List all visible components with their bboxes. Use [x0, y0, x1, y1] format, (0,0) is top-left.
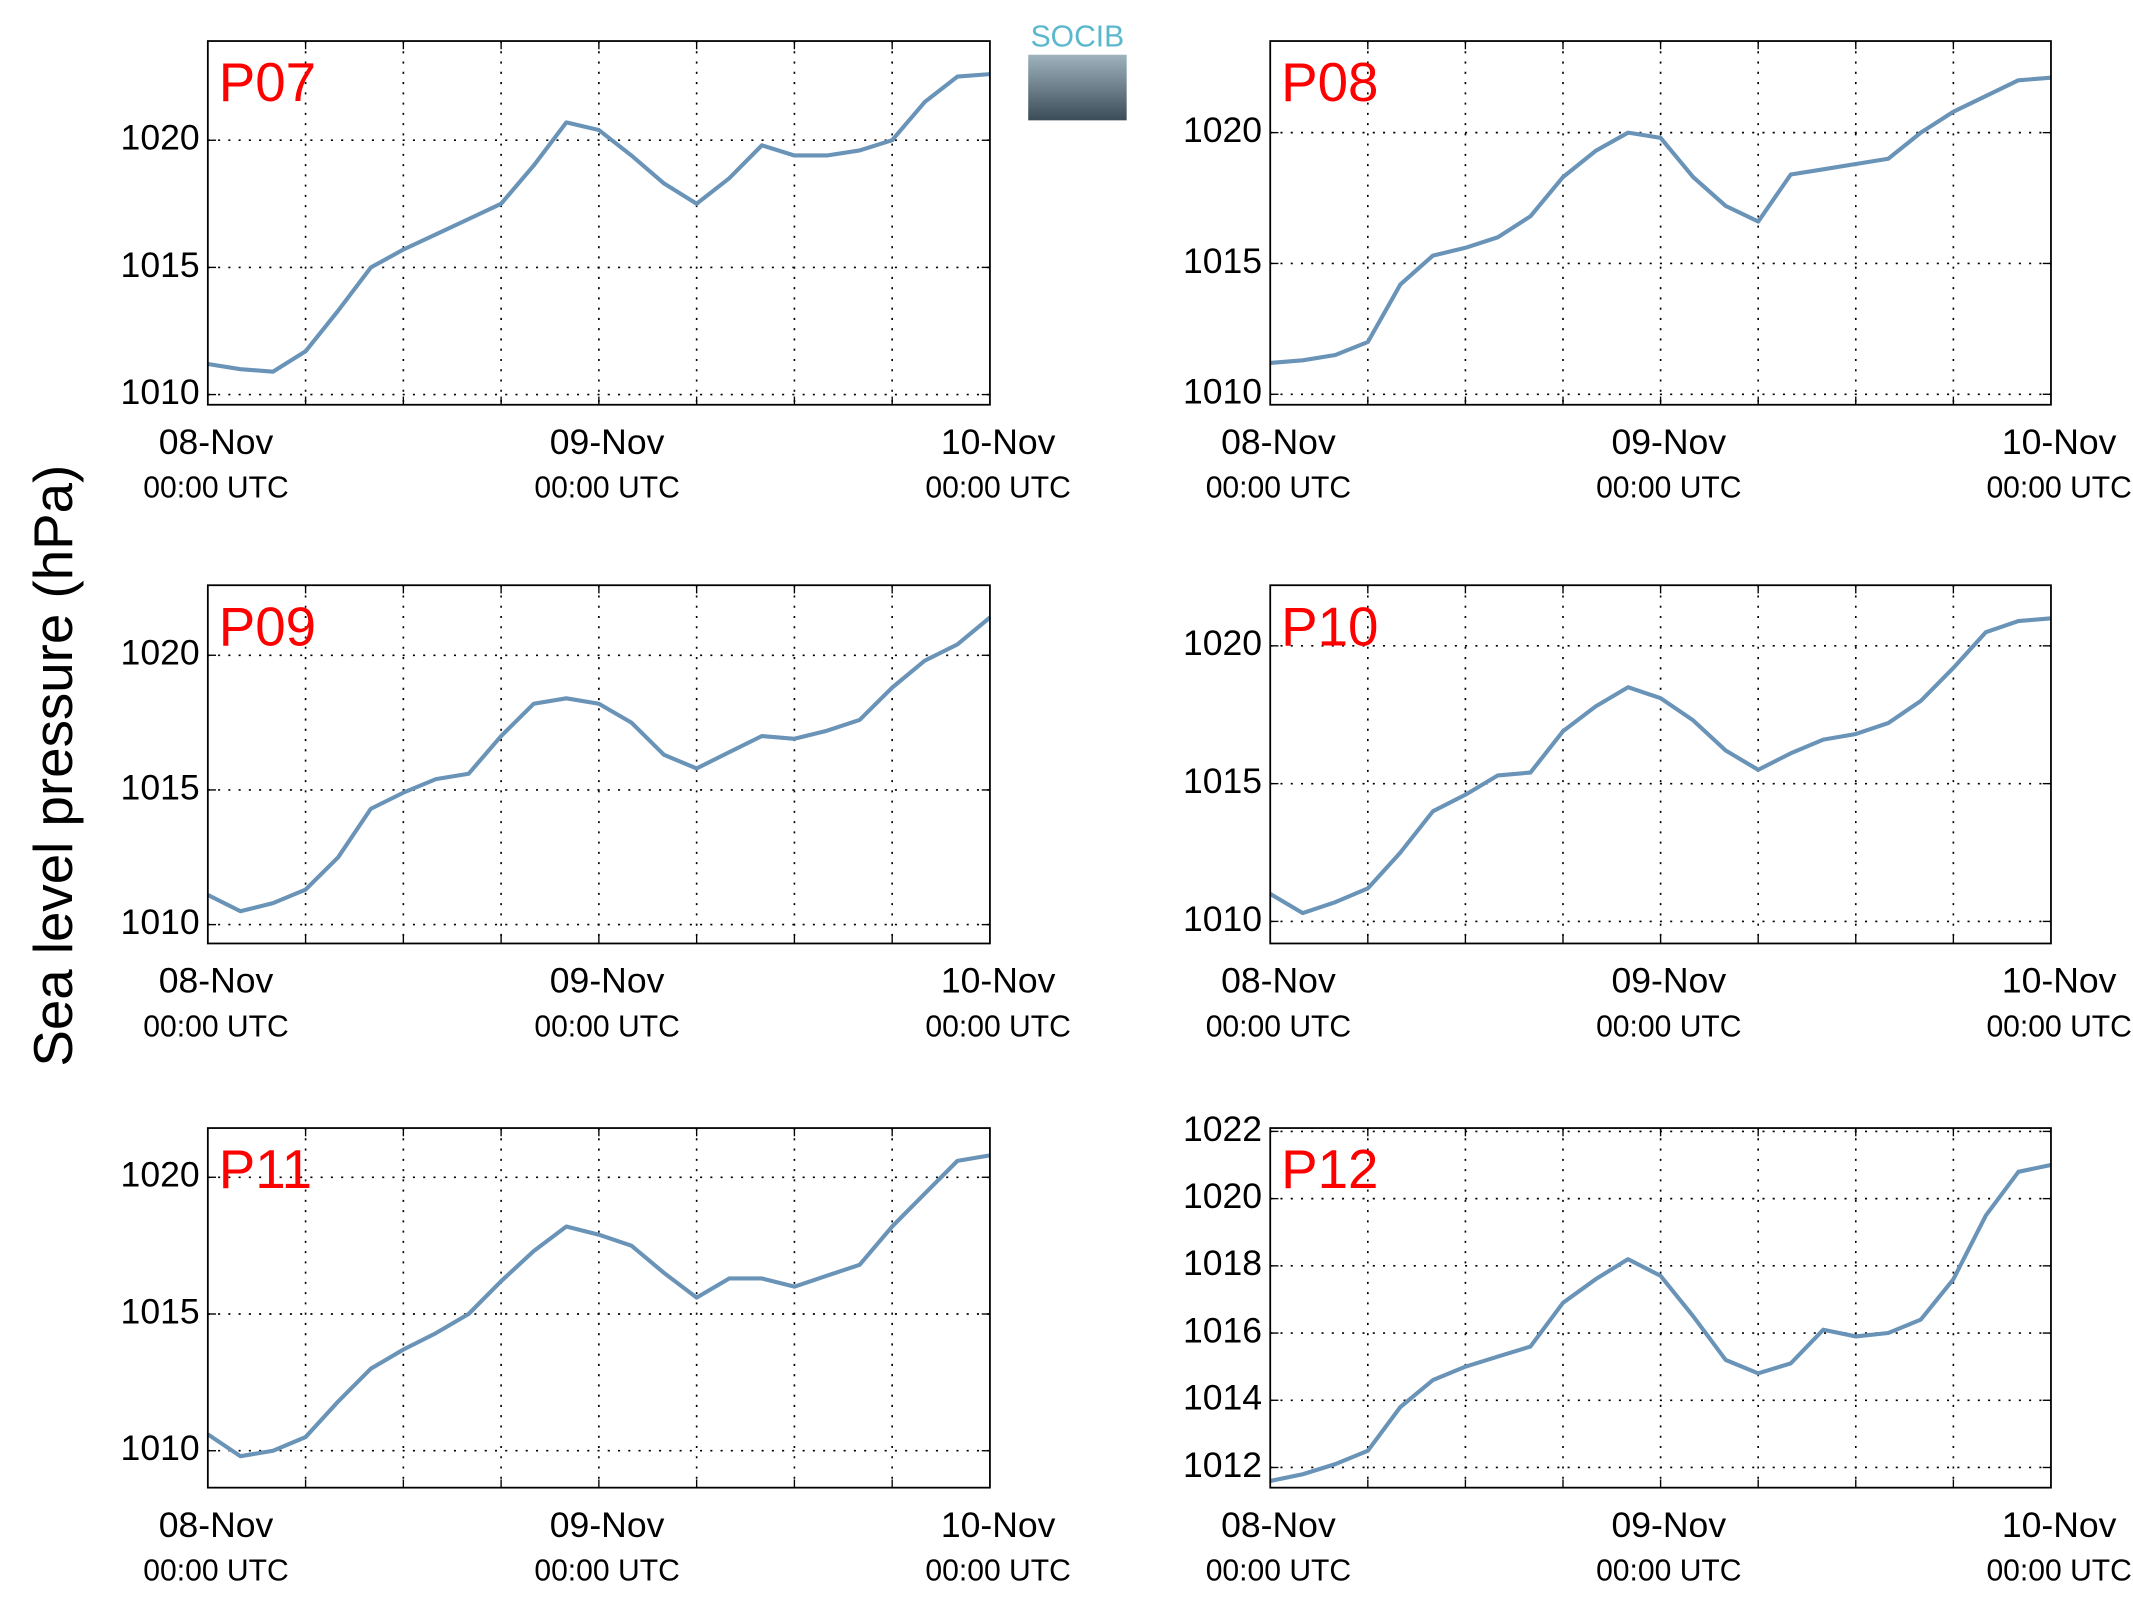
y-tick-label: 1015 [121, 767, 200, 807]
panel: 1010 1015 1020 08-Nov 00:00 UTC 09-Nov 00:00 U… [121, 40, 1071, 505]
plot-frame [206, 1127, 991, 1489]
y-tick-label: 1015 [121, 245, 200, 285]
panel: 1010 1015 1020 08-Nov 00:00 UTC 09-Nov 00:00 U… [121, 1127, 1071, 1588]
y-tick-label: 1018 [1183, 1243, 1262, 1283]
y-tick-label: 1020 [1183, 623, 1262, 663]
panel-title: P10 [1281, 595, 1378, 657]
data-line [1269, 616, 2052, 916]
y-tick-label: 1010 [121, 1428, 200, 1468]
data-line [206, 615, 992, 914]
x-tick-label: 09-Nov [1612, 422, 1727, 462]
y-tick-label: 1015 [1183, 761, 1262, 801]
x-tick-label: 09-Nov [1612, 961, 1727, 1001]
x-tick-sublabel: 00:00 UTC [1596, 472, 1741, 505]
logo: SOCIB [1028, 21, 1127, 121]
panel: 1010 1015 1020 08-Nov 00:00 UTC 09-Nov 00:00 U… [1183, 40, 2132, 505]
y-tick-label: 1010 [1183, 372, 1262, 412]
y-tick-label: 1010 [1183, 899, 1262, 939]
x-tick-sublabel: 00:00 UTC [925, 1010, 1070, 1043]
panel-title: P12 [1281, 1138, 1378, 1200]
panel: 1012 1014 1016 1018 1020 1022 08-Nov 00:00 UTC 0… [1183, 1109, 2132, 1588]
panel: 1010 1015 1020 08-Nov 00:00 UTC 09-Nov 00:00 U… [121, 584, 1071, 1043]
x-tick-sublabel: 00:00 UTC [1596, 1555, 1741, 1588]
y-tick-label: 1020 [1183, 1176, 1262, 1216]
x-tick-label: 10-Nov [941, 961, 1056, 1001]
x-tick-label: 08-Nov [159, 961, 274, 1001]
y-tick-label: 1010 [121, 902, 200, 942]
y-tick-label: 1012 [1183, 1445, 1262, 1485]
data-line [207, 72, 991, 374]
x-tick-label: 10-Nov [2002, 1505, 2117, 1545]
x-tick-label: 09-Nov [550, 961, 665, 1001]
panel: 1010 1015 1020 08-Nov 00:00 UTC 09-Nov 00:00 U… [1183, 584, 2132, 1043]
y-tick-label: 1015 [1183, 241, 1262, 281]
x-tick-label: 09-Nov [550, 422, 665, 462]
plot-frame [1269, 1127, 2052, 1489]
x-tick-sublabel: 00:00 UTC [1206, 1555, 1351, 1588]
plot-frame [1269, 584, 2052, 945]
y-tick-label: 1020 [1183, 110, 1262, 150]
x-tick-sublabel: 00:00 UTC [1986, 1555, 2131, 1588]
x-tick-label: 10-Nov [2002, 961, 2117, 1001]
y-tick-label: 1020 [121, 633, 200, 673]
x-tick-sublabel: 00:00 UTC [1596, 1010, 1741, 1043]
x-tick-label: 08-Nov [1221, 961, 1336, 1001]
data-line [1269, 1162, 2052, 1483]
x-tick-label: 09-Nov [550, 1505, 665, 1545]
x-tick-label: 09-Nov [1612, 1505, 1727, 1545]
logo-text: SOCIB [1031, 21, 1125, 54]
y-tick-label: 1016 [1183, 1310, 1262, 1350]
x-tick-label: 08-Nov [159, 1505, 274, 1545]
data-line [206, 1153, 991, 1459]
panel-title: P08 [1281, 51, 1378, 113]
y-axis-label: Sea level pressure (hPa) [22, 465, 84, 1067]
y-tick-label: 1020 [121, 118, 200, 158]
panel-title: P11 [219, 1138, 312, 1200]
panel-title: P09 [219, 595, 316, 657]
x-tick-sublabel: 00:00 UTC [534, 472, 679, 505]
x-tick-sublabel: 00:00 UTC [1206, 1010, 1351, 1043]
x-tick-label: 08-Nov [1221, 422, 1336, 462]
plot-frame [206, 40, 991, 406]
x-tick-sublabel: 00:00 UTC [534, 1555, 679, 1588]
x-tick-sublabel: 00:00 UTC [925, 472, 1070, 505]
y-tick-label: 1014 [1183, 1378, 1262, 1418]
x-tick-sublabel: 00:00 UTC [534, 1010, 679, 1043]
x-tick-sublabel: 00:00 UTC [143, 1555, 288, 1588]
x-tick-label: 10-Nov [2002, 422, 2117, 462]
y-tick-label: 1020 [121, 1155, 200, 1195]
x-tick-sublabel: 00:00 UTC [143, 1010, 288, 1043]
x-tick-sublabel: 00:00 UTC [1986, 1010, 2131, 1043]
y-tick-label: 1022 [1183, 1109, 1262, 1149]
logo-block [1028, 54, 1127, 121]
y-tick-label: 1015 [121, 1291, 200, 1331]
x-tick-label: 10-Nov [941, 422, 1056, 462]
y-tick-label: 1010 [121, 372, 200, 412]
x-tick-label: 08-Nov [159, 422, 274, 462]
x-tick-sublabel: 00:00 UTC [1206, 472, 1351, 505]
x-tick-sublabel: 00:00 UTC [143, 472, 288, 505]
panel-title: P07 [219, 51, 316, 113]
x-tick-sublabel: 00:00 UTC [925, 1555, 1070, 1588]
data-line [1270, 75, 2052, 365]
x-tick-label: 08-Nov [1221, 1505, 1336, 1545]
plot-frame [1269, 40, 2052, 406]
x-tick-sublabel: 00:00 UTC [1986, 472, 2131, 505]
x-tick-label: 10-Nov [941, 1505, 1056, 1545]
plot-frame [206, 584, 991, 945]
